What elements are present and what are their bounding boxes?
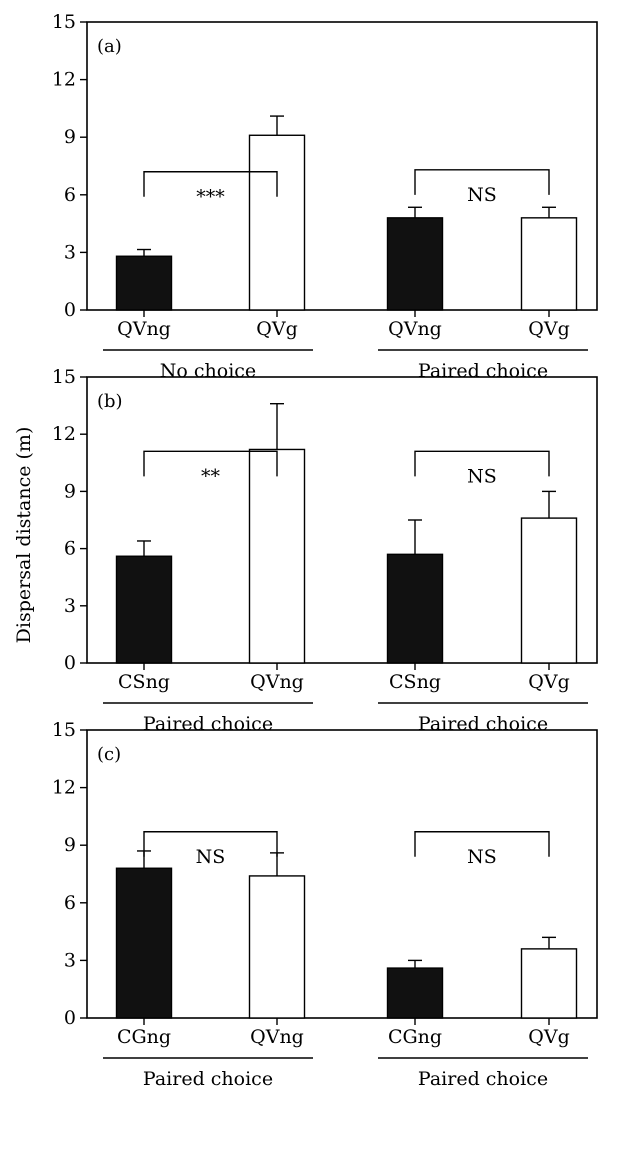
bar: [248, 134, 306, 311]
group-label: Paired choice: [418, 1068, 548, 1090]
bar: [386, 553, 444, 664]
plot-frame: [86, 376, 598, 664]
significance-bracket: [143, 831, 278, 857]
y-tick-label: 0: [64, 299, 76, 321]
category-label: QVg: [528, 671, 569, 693]
y-tick-label: 3: [64, 949, 76, 971]
category-label: QVng: [250, 671, 304, 693]
y-tick-label: 12: [52, 69, 76, 91]
y-axis-title: Dispersal distance (m): [13, 427, 35, 644]
plot-frame: [86, 729, 598, 1019]
significance-label: NS: [467, 846, 497, 868]
bar: [248, 875, 306, 1019]
category-label: QVg: [528, 318, 569, 340]
bar: [386, 967, 444, 1019]
y-tick-label: 9: [64, 126, 76, 148]
y-tick-label: 15: [52, 11, 76, 33]
group-label: Paired choice: [143, 1068, 273, 1090]
group-label: Paired choice: [418, 360, 548, 382]
category-label: QVg: [256, 318, 297, 340]
category-label: CGng: [388, 1026, 442, 1048]
y-tick-label: 9: [64, 480, 76, 502]
significance-label: NS: [467, 465, 497, 487]
significance-label: NS: [467, 184, 497, 206]
y-tick-label: 15: [52, 719, 76, 741]
bar: [386, 217, 444, 311]
significance-label: ***: [196, 186, 225, 208]
significance-bracket: [414, 450, 550, 477]
significance-bracket: [414, 169, 550, 195]
y-tick-label: 12: [52, 423, 76, 445]
y-tick-label: 6: [64, 184, 76, 206]
bar: [248, 448, 306, 664]
y-tick-label: 0: [64, 1007, 76, 1029]
bar: [520, 948, 578, 1019]
significance-label: **: [201, 465, 221, 487]
panel-label: (a): [97, 36, 122, 57]
significance-bracket: [143, 171, 278, 197]
y-tick-label: 6: [64, 892, 76, 914]
y-tick-label: 12: [52, 777, 76, 799]
significance-label: NS: [196, 846, 226, 868]
y-tick-label: 3: [64, 595, 76, 617]
bar: [115, 867, 173, 1019]
significance-bracket: [414, 831, 550, 857]
y-tick-label: 6: [64, 538, 76, 560]
bar: [520, 217, 578, 311]
category-label: CSng: [118, 671, 170, 693]
category-label: QVng: [250, 1026, 304, 1048]
chart-panel-c: 0 3 6 9 12 15 (c) CGng QVng CGng QVg Paired choice P…: [52, 719, 598, 1090]
panel-label: (b): [97, 391, 123, 412]
category-label: QVng: [117, 318, 171, 340]
y-tick-label: 3: [64, 241, 76, 263]
bar: [115, 255, 173, 311]
category-label: QVg: [528, 1026, 569, 1048]
significance-bracket: [143, 450, 278, 477]
category-label: CGng: [117, 1026, 171, 1048]
panel-label: (c): [97, 744, 121, 765]
y-tick-label: 15: [52, 366, 76, 388]
y-tick-label: 9: [64, 834, 76, 856]
plot-frame: [86, 21, 598, 311]
group-label: Paired choice: [418, 713, 548, 735]
bar: [520, 517, 578, 664]
y-tick-label: 0: [64, 652, 76, 674]
bar: [115, 555, 173, 664]
category-label: CSng: [389, 671, 441, 693]
group-label: No choice: [160, 360, 256, 382]
chart-panel-b: 0 3 6 9 12 15 (b) CSng QVng CSng QVg Paired choice P…: [52, 366, 598, 735]
category-label: QVng: [388, 318, 442, 340]
group-label: Paired choice: [143, 713, 273, 735]
